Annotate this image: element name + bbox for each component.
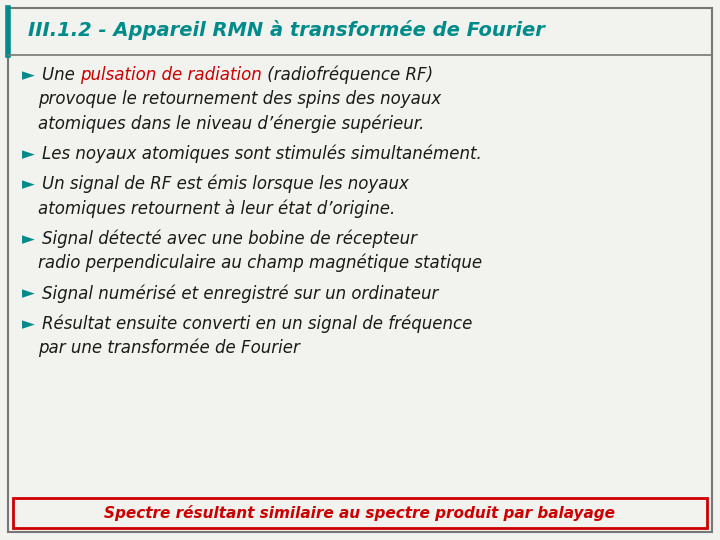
FancyBboxPatch shape bbox=[13, 498, 707, 528]
Text: provoque le retournement des spins des noyaux: provoque le retournement des spins des n… bbox=[38, 90, 441, 109]
Text: radio perpendiculaire au champ magnétique statique: radio perpendiculaire au champ magnétiqu… bbox=[38, 254, 482, 272]
Text: Signal détecté avec une bobine de récepteur: Signal détecté avec une bobine de récept… bbox=[42, 230, 417, 248]
Text: par une transformée de Fourier: par une transformée de Fourier bbox=[38, 339, 300, 357]
Text: atomiques retournent à leur état d’origine.: atomiques retournent à leur état d’origi… bbox=[38, 199, 395, 218]
Text: Résultat ensuite converti en un signal de fréquence: Résultat ensuite converti en un signal d… bbox=[42, 314, 472, 333]
Text: ►: ► bbox=[22, 285, 35, 302]
Text: Spectre résultant similaire au spectre produit par balayage: Spectre résultant similaire au spectre p… bbox=[104, 505, 616, 521]
Text: ►: ► bbox=[22, 145, 35, 163]
Text: Un signal de RF est émis lorsque les noyaux: Un signal de RF est émis lorsque les noy… bbox=[42, 175, 409, 193]
Text: atomiques dans le niveau d’énergie supérieur.: atomiques dans le niveau d’énergie supér… bbox=[38, 114, 424, 133]
Text: III.1.2 - Appareil RMN à transformée de Fourier: III.1.2 - Appareil RMN à transformée de … bbox=[28, 20, 545, 40]
FancyBboxPatch shape bbox=[8, 8, 712, 532]
Text: ►: ► bbox=[22, 66, 35, 84]
Text: ►: ► bbox=[22, 315, 35, 333]
Text: Signal numérisé et enregistré sur un ordinateur: Signal numérisé et enregistré sur un ord… bbox=[42, 284, 438, 302]
Text: pulsation de radiation: pulsation de radiation bbox=[80, 66, 262, 84]
Text: Une: Une bbox=[42, 66, 80, 84]
Text: ►: ► bbox=[22, 175, 35, 193]
Text: ►: ► bbox=[22, 230, 35, 248]
Text: (radiofréquence RF): (radiofréquence RF) bbox=[262, 66, 433, 84]
Text: Les noyaux atomiques sont stimulés simultanément.: Les noyaux atomiques sont stimulés simul… bbox=[42, 145, 482, 163]
